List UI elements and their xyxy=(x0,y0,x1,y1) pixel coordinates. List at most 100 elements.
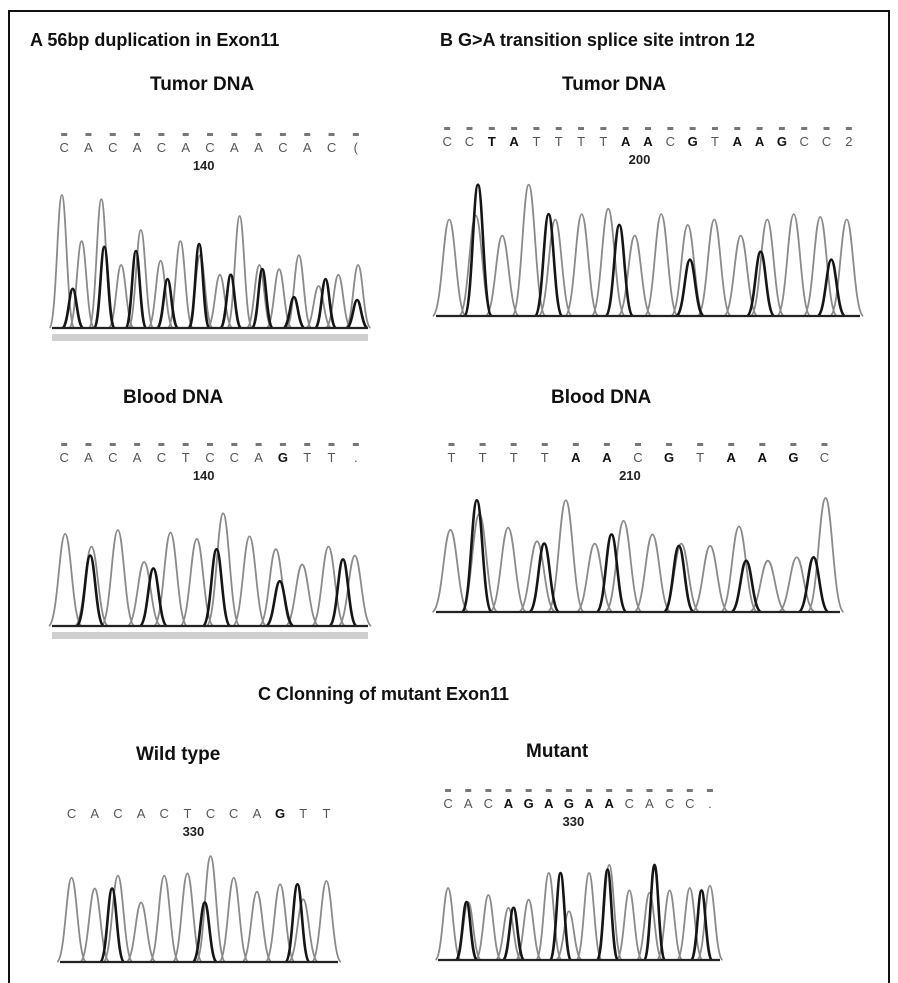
base-quality-mark xyxy=(85,443,92,446)
trace-peak xyxy=(265,883,296,963)
base-quality-mark xyxy=(134,443,141,446)
trace-peak xyxy=(288,898,319,963)
panel-b-header: B G>A transition splice site intron 12 xyxy=(440,30,755,50)
trace-peak xyxy=(515,898,542,961)
base-call: A xyxy=(621,134,631,149)
trace-peak xyxy=(179,538,214,627)
base-quality-mark xyxy=(711,127,718,130)
base-quality-mark xyxy=(565,789,572,792)
base-call: A xyxy=(230,140,239,155)
base-quality-mark xyxy=(759,443,766,446)
base-call: G xyxy=(564,796,574,811)
trace-peak xyxy=(518,540,556,613)
base-quality-mark xyxy=(689,127,696,130)
base-quality-mark xyxy=(728,443,735,446)
base-quality-mark xyxy=(485,789,492,792)
base-quality-mark xyxy=(545,789,552,792)
base-call: C xyxy=(685,796,694,811)
base-call: T xyxy=(541,450,549,465)
trace-peak-dark xyxy=(202,547,231,628)
base-quality-mark xyxy=(304,133,311,136)
base-call: A xyxy=(133,450,142,465)
trace-peak xyxy=(697,218,732,317)
base-call: A xyxy=(571,450,581,465)
trace-peak-dark xyxy=(192,901,218,964)
base-call: C xyxy=(113,806,122,821)
base-call: T xyxy=(577,134,585,149)
base-quality-mark xyxy=(555,127,562,130)
base-quality-mark xyxy=(255,133,262,136)
trace-peak xyxy=(337,554,372,627)
base-call: A xyxy=(727,450,737,465)
trace-peak xyxy=(495,906,522,961)
trace-peak xyxy=(206,273,233,329)
trace-peak xyxy=(564,213,599,317)
trace-peak xyxy=(232,535,267,627)
base-call: A xyxy=(181,140,190,155)
base-quality-mark xyxy=(444,127,451,130)
base-call: A xyxy=(643,134,653,149)
trace-peak xyxy=(126,901,157,963)
trace-peak xyxy=(153,531,188,627)
trace-peak xyxy=(345,264,372,329)
base-quality-mark xyxy=(328,133,335,136)
trace-peak-dark xyxy=(528,542,560,614)
base-quality-mark xyxy=(626,789,633,792)
trace-peak-dark xyxy=(746,250,775,318)
base-quality-mark xyxy=(821,443,828,446)
base-quality-mark xyxy=(279,133,286,136)
trace-peak xyxy=(749,559,787,613)
base-quality-mark xyxy=(697,443,704,446)
base-quality-mark xyxy=(328,443,335,446)
trace-peak-dark xyxy=(219,273,242,330)
trace-peak xyxy=(246,264,273,329)
base-call: C xyxy=(67,806,76,821)
base-call: G xyxy=(278,450,288,465)
trace-peak xyxy=(535,872,563,961)
trace-peak xyxy=(68,240,95,329)
trace-peak-dark xyxy=(75,554,105,628)
trace-peak xyxy=(676,887,704,961)
base-quality-mark xyxy=(109,443,116,446)
base-quality-mark xyxy=(445,789,452,792)
trace-peak xyxy=(266,268,293,329)
base-call: A xyxy=(733,134,743,149)
trace-peak xyxy=(776,213,811,317)
trace-peak xyxy=(803,215,838,317)
base-call: A xyxy=(253,806,262,821)
trace-peak-dark xyxy=(283,295,305,330)
base-quality-mark xyxy=(207,443,213,446)
base-call: T xyxy=(328,450,336,465)
base-call: C xyxy=(229,806,238,821)
trace-peak-dark xyxy=(284,882,311,964)
base-call: C xyxy=(625,796,634,811)
base-quality-mark xyxy=(790,443,797,446)
trace-peak-dark xyxy=(534,212,563,318)
trace-peak-dark xyxy=(346,298,369,330)
base-quality-mark xyxy=(279,443,286,446)
base-quality-mark xyxy=(231,443,238,446)
base-call: C xyxy=(108,140,117,155)
base-quality-mark xyxy=(646,789,653,792)
base-call: ( xyxy=(354,140,359,155)
base-quality-mark xyxy=(255,443,262,446)
trace-peak xyxy=(432,218,467,317)
trace-peak xyxy=(195,855,226,963)
base-quality-mark xyxy=(231,133,238,136)
trace-peak xyxy=(691,544,729,613)
base-call: T xyxy=(510,450,518,465)
base-quality-mark xyxy=(510,443,517,446)
base-quality-mark xyxy=(600,127,607,130)
base-position-label: 140 xyxy=(193,468,215,483)
trace-peak-dark xyxy=(156,277,179,330)
trace-scrollbar xyxy=(52,632,368,639)
trace-peak xyxy=(485,234,520,317)
base-call: A xyxy=(303,140,312,155)
base-quality-mark xyxy=(756,127,763,130)
trace-peak xyxy=(241,890,272,963)
base-quality-mark xyxy=(158,133,165,136)
trace-peak xyxy=(431,529,469,613)
base-call: C xyxy=(484,796,493,811)
base-call: C xyxy=(157,140,166,155)
